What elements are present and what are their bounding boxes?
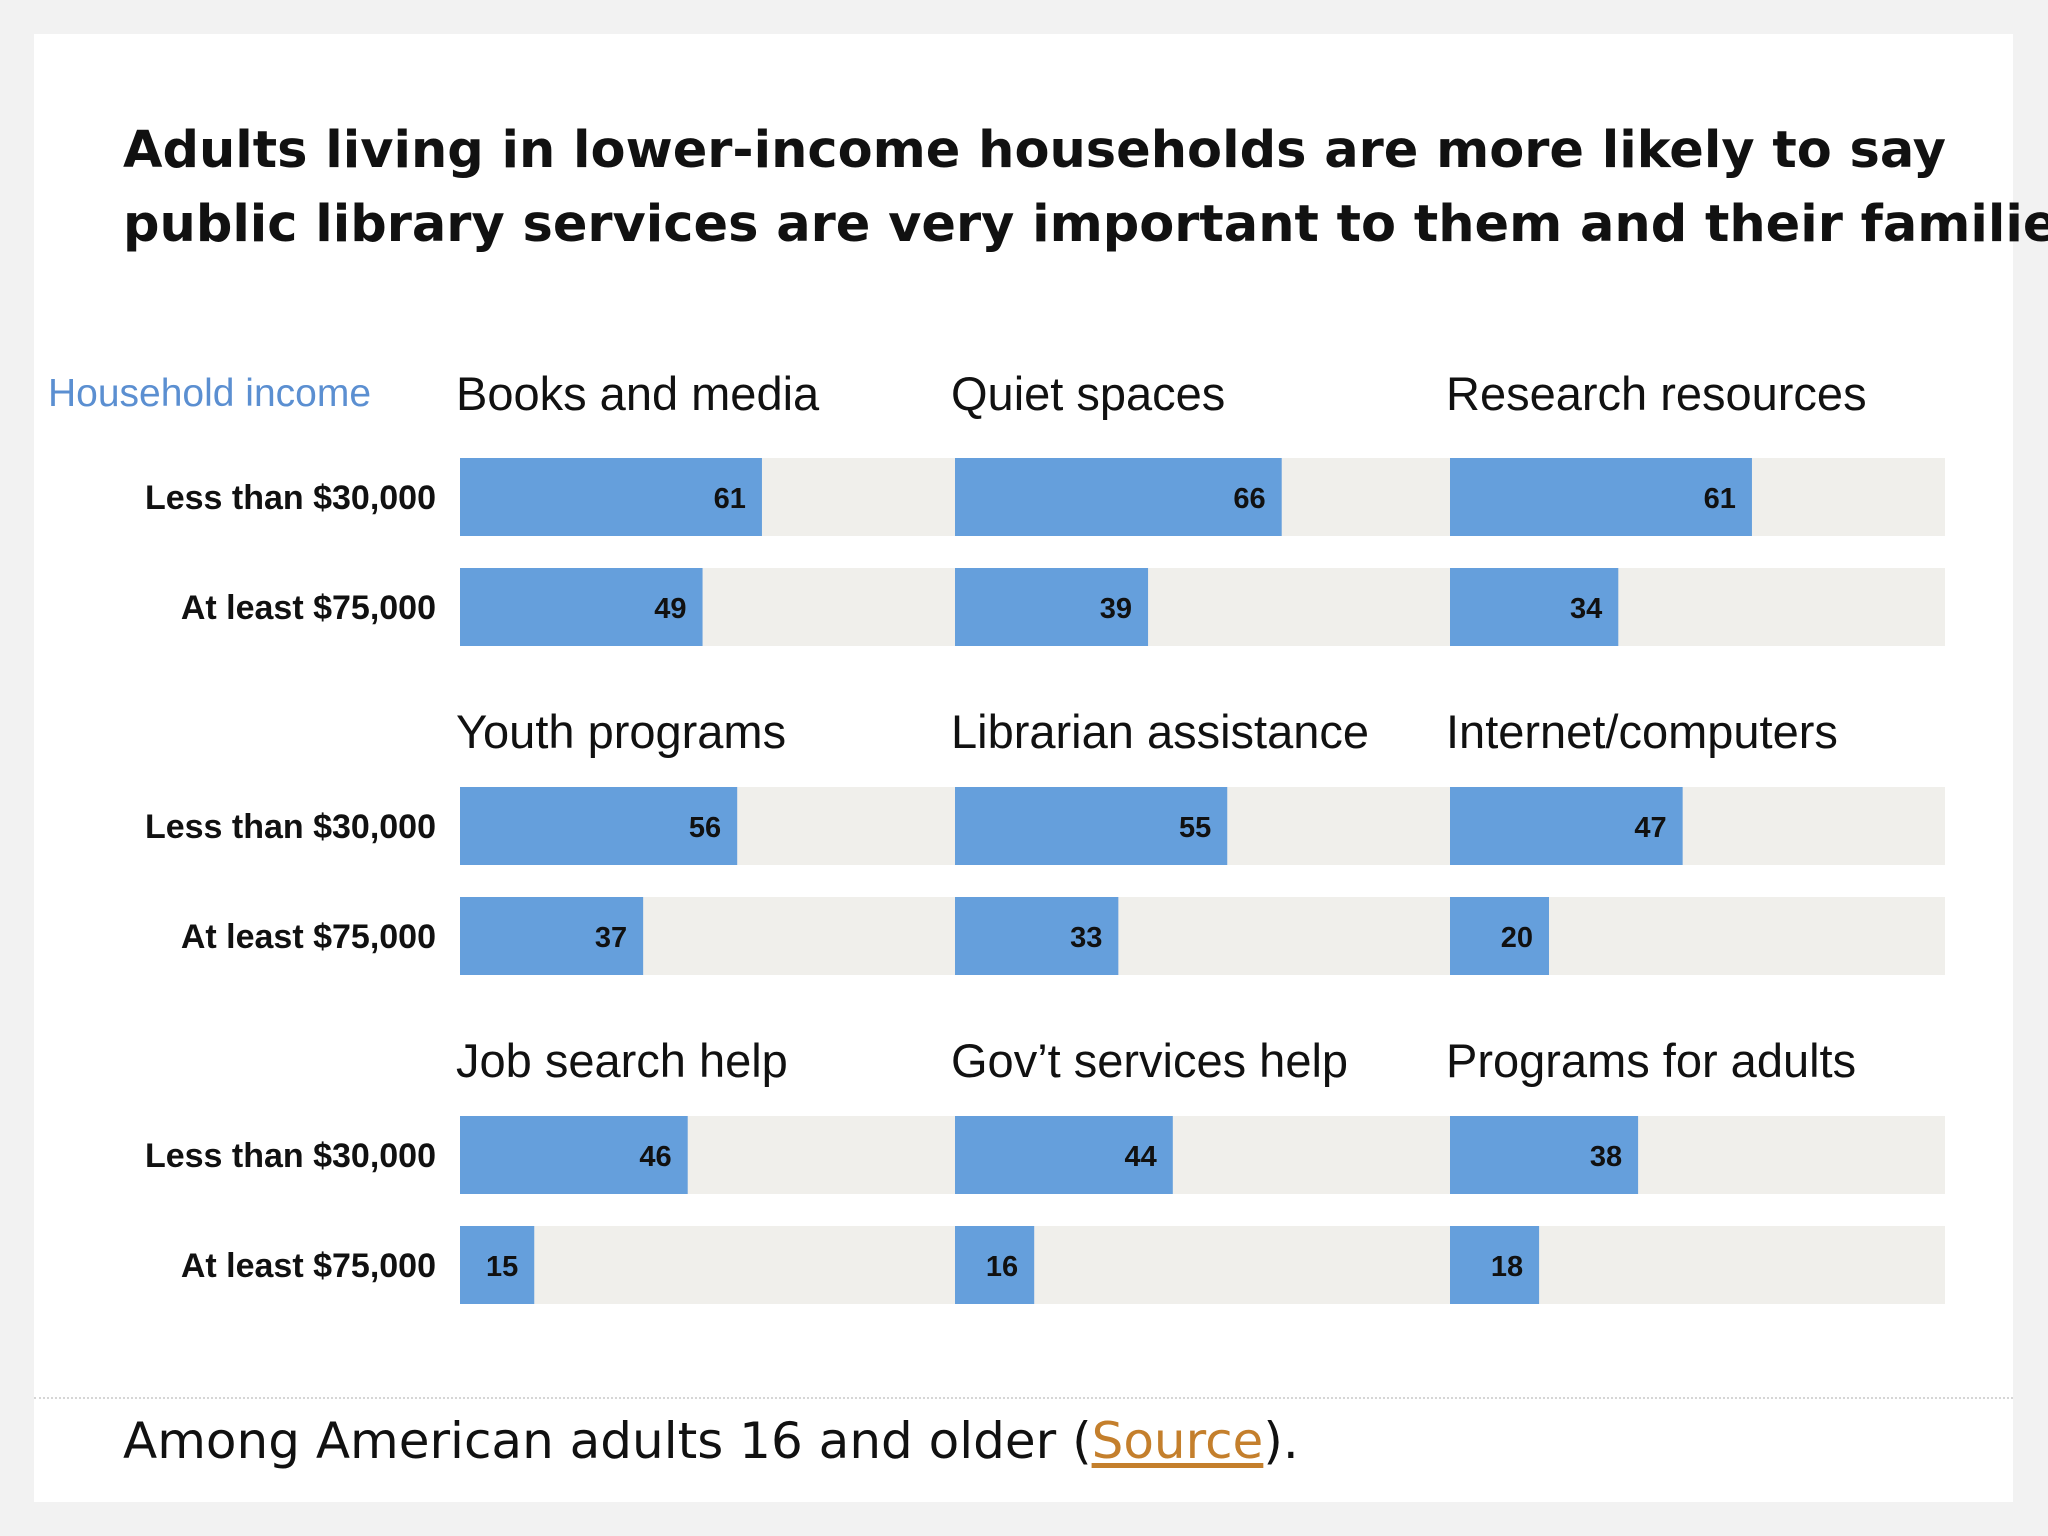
source-link[interactable]: Source <box>1091 1412 1264 1470</box>
bar <box>460 568 703 646</box>
data-label: 47 <box>1634 812 1666 844</box>
data-label: 55 <box>1179 812 1211 844</box>
data-label: 46 <box>639 1141 671 1173</box>
bar <box>955 1226 1035 1304</box>
data-label: 20 <box>1501 922 1533 954</box>
data-label: 44 <box>1125 1141 1157 1173</box>
bar <box>955 1116 1173 1194</box>
group-label: Less than $30,000 <box>145 808 436 846</box>
panel-title: Job search help <box>456 1034 788 1087</box>
panel-title: Programs for adults <box>1446 1034 1856 1087</box>
group-label: At least $75,000 <box>181 918 436 956</box>
bar <box>460 1116 688 1194</box>
bar <box>460 897 644 975</box>
panel-title: Librarian assistance <box>951 705 1369 758</box>
group-label: At least $75,000 <box>181 589 436 627</box>
bar <box>955 568 1149 646</box>
chart-title-line-2: public library services are very importa… <box>123 195 2048 254</box>
footer-prefix: Among American adults 16 and older ( <box>123 1412 1092 1470</box>
chart-title-line-1: Adults living in lower-income households… <box>123 121 1946 180</box>
group-label: Less than $30,000 <box>145 1137 436 1175</box>
chart-title: Adults living in lower-income households… <box>123 114 2048 262</box>
bar-track <box>460 1226 955 1304</box>
data-label: 18 <box>1491 1251 1523 1283</box>
data-label: 15 <box>486 1251 518 1283</box>
panel-title: Quiet spaces <box>951 367 1225 420</box>
footer-divider <box>34 1397 2013 1399</box>
bar <box>460 787 738 865</box>
panel-title: Gov’t services help <box>951 1034 1348 1087</box>
bar <box>1450 458 1752 536</box>
data-label: 66 <box>1233 483 1265 515</box>
bar-track <box>955 1226 1450 1304</box>
bar <box>460 1226 535 1304</box>
bar <box>460 458 762 536</box>
bar <box>1450 1116 1639 1194</box>
panel-title: Internet/computers <box>1446 705 1838 758</box>
data-label: 39 <box>1100 593 1132 625</box>
data-label: 49 <box>654 593 686 625</box>
data-label: 34 <box>1570 593 1602 625</box>
bar <box>955 787 1228 865</box>
footer-note: Among American adults 16 and older (Sour… <box>123 1412 1299 1470</box>
group-label: At least $75,000 <box>181 1247 436 1285</box>
data-label: 56 <box>689 812 721 844</box>
data-label: 61 <box>714 483 746 515</box>
bar <box>1450 787 1683 865</box>
panel-title: Books and media <box>456 367 820 420</box>
data-label: 16 <box>986 1251 1018 1283</box>
footer-suffix: ). <box>1263 1412 1299 1470</box>
panel-title: Youth programs <box>456 705 786 758</box>
data-label: 61 <box>1704 483 1736 515</box>
panel-title: Research resources <box>1446 367 1867 420</box>
data-label: 37 <box>595 922 627 954</box>
bar <box>955 897 1119 975</box>
bar <box>1450 1226 1540 1304</box>
data-label: 38 <box>1590 1141 1622 1173</box>
bar <box>955 458 1282 536</box>
group-label: Less than $30,000 <box>145 479 436 517</box>
bar <box>1450 568 1619 646</box>
bar <box>1450 897 1549 975</box>
data-label: 33 <box>1070 922 1102 954</box>
legend-label: Household income <box>48 372 372 415</box>
